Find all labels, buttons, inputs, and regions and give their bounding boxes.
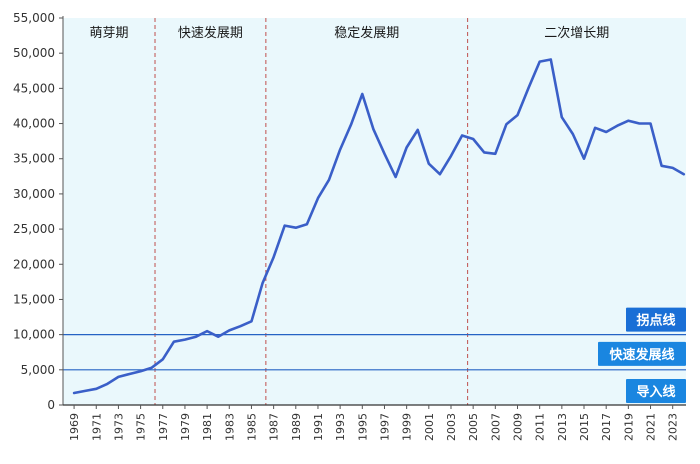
y-tick-label: 5,000 xyxy=(21,363,55,377)
threshold-badge-bg xyxy=(598,341,686,366)
x-tick-label: 2011 xyxy=(534,413,547,441)
phase-background xyxy=(63,18,686,405)
x-tick-label: 1997 xyxy=(378,413,391,441)
x-tick-label: 1993 xyxy=(334,413,347,441)
x-tick-label: 2005 xyxy=(467,413,480,441)
threshold-badge-2: 快速发展线 xyxy=(598,341,686,366)
x-tick-label: 1999 xyxy=(401,413,414,441)
y-tick-label: 0 xyxy=(47,398,55,412)
axes: 0 5,000 10,000 15,000 20,000 25,000 30,000 35,0… xyxy=(13,11,686,441)
x-tick-label: 2021 xyxy=(645,413,658,441)
x-tick-label: 1979 xyxy=(179,413,192,441)
threshold-badge-label: 拐点线 xyxy=(636,313,675,329)
x-tick-label: 2019 xyxy=(622,413,635,441)
y-tick-label: 35,000 xyxy=(13,152,55,166)
x-tick-label: 2007 xyxy=(489,413,502,441)
x-tick-label: 2003 xyxy=(445,413,458,441)
y-tick-label: 10,000 xyxy=(13,328,55,342)
series-line-1 xyxy=(72,58,686,395)
x-tick-label: 1983 xyxy=(223,413,236,441)
x-tick-label: 2013 xyxy=(556,413,569,441)
phase-backgrounds xyxy=(63,18,686,405)
phase-dividers xyxy=(154,18,469,405)
y-tick-label: 15,000 xyxy=(13,292,55,306)
x-tick-label: 2009 xyxy=(512,413,525,441)
x-tick-label: 1991 xyxy=(312,413,325,441)
y-tick-label: 40,000 xyxy=(13,117,55,131)
y-tick-label: 45,000 xyxy=(13,81,55,95)
threshold-badge-3: 导入线 xyxy=(626,379,686,403)
x-tick-label: 1975 xyxy=(135,413,148,441)
phase-label-4: 二次增长期 xyxy=(544,25,609,41)
threshold-badge-bg xyxy=(626,307,686,332)
threshold-badge-label: 快速发展线 xyxy=(609,347,674,363)
phase-labels: 萌芽期 快速发展期 稳定发展期 二次增长期 xyxy=(89,25,609,41)
x-tick-label: 1995 xyxy=(356,413,369,441)
phase-label-1: 萌芽期 xyxy=(89,26,128,41)
x-tick-label: 1981 xyxy=(201,413,214,441)
y-tick-label: 50,000 xyxy=(13,46,55,60)
y-tick-label: 55,000 xyxy=(13,11,55,25)
x-tick-label: 1985 xyxy=(245,413,258,441)
threshold-badge-1: 拐点线 xyxy=(626,307,686,332)
x-tick-label: 2023 xyxy=(667,413,680,441)
x-tick-label: 1977 xyxy=(157,413,170,441)
x-tick-label: 1969 xyxy=(68,413,81,441)
y-tick-label: 30,000 xyxy=(13,187,55,201)
x-tick-label: 1973 xyxy=(112,413,125,441)
threshold-badge-bg xyxy=(626,379,686,403)
series xyxy=(72,58,686,395)
y-tick-label: 25,000 xyxy=(13,222,55,236)
x-tick-label: 1987 xyxy=(268,413,281,441)
phase-label-2: 快速发展期 xyxy=(178,25,243,41)
x-tick-label: 1971 xyxy=(90,413,103,441)
x-tick-label: 2001 xyxy=(423,413,436,441)
x-tick-label: 2015 xyxy=(578,413,591,441)
threshold-badge-label: 导入线 xyxy=(636,384,675,400)
phase-label-3: 稳定发展期 xyxy=(334,25,399,41)
y-tick-label: 20,000 xyxy=(13,257,55,271)
x-tick-label: 1989 xyxy=(290,413,303,441)
threshold-lines xyxy=(63,334,686,371)
x-tick-label: 2017 xyxy=(600,413,613,441)
